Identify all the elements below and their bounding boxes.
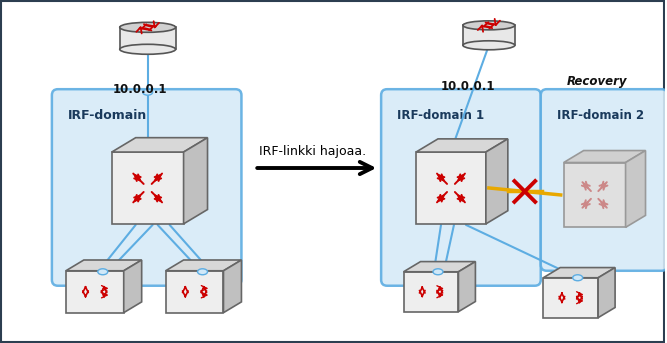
- FancyBboxPatch shape: [112, 152, 183, 224]
- FancyBboxPatch shape: [66, 271, 123, 313]
- FancyBboxPatch shape: [119, 27, 175, 49]
- Text: IRF-domain: IRF-domain: [68, 109, 147, 122]
- Polygon shape: [564, 151, 646, 163]
- Text: IRF-domain 1: IRF-domain 1: [397, 109, 484, 122]
- Polygon shape: [626, 151, 646, 227]
- Polygon shape: [598, 268, 615, 318]
- Polygon shape: [416, 139, 508, 152]
- Ellipse shape: [197, 269, 207, 275]
- Ellipse shape: [119, 44, 175, 54]
- Ellipse shape: [463, 41, 515, 50]
- Ellipse shape: [143, 89, 153, 95]
- Ellipse shape: [98, 269, 108, 275]
- Text: 10.0.0.1: 10.0.0.1: [441, 80, 496, 93]
- Polygon shape: [66, 260, 141, 271]
- Polygon shape: [112, 138, 207, 152]
- Ellipse shape: [463, 21, 515, 30]
- FancyBboxPatch shape: [541, 89, 667, 271]
- FancyBboxPatch shape: [564, 163, 626, 227]
- Polygon shape: [123, 260, 141, 313]
- Polygon shape: [543, 268, 615, 278]
- FancyBboxPatch shape: [165, 271, 223, 313]
- Text: 10.0.0.1: 10.0.0.1: [113, 83, 167, 96]
- Polygon shape: [165, 260, 241, 271]
- Text: IRF-domain 2: IRF-domain 2: [557, 109, 644, 122]
- Text: IRF-linkki hajoaa.: IRF-linkki hajoaa.: [259, 145, 367, 158]
- Text: Recovery: Recovery: [567, 75, 627, 88]
- FancyBboxPatch shape: [381, 89, 541, 286]
- FancyBboxPatch shape: [52, 89, 241, 286]
- FancyBboxPatch shape: [404, 272, 458, 312]
- FancyBboxPatch shape: [543, 278, 598, 318]
- Polygon shape: [183, 138, 207, 224]
- Polygon shape: [458, 262, 476, 312]
- FancyBboxPatch shape: [416, 152, 486, 224]
- FancyBboxPatch shape: [463, 25, 515, 45]
- Ellipse shape: [119, 22, 175, 32]
- Polygon shape: [223, 260, 241, 313]
- Ellipse shape: [433, 269, 443, 275]
- Ellipse shape: [573, 275, 583, 281]
- Polygon shape: [404, 262, 476, 272]
- Polygon shape: [486, 139, 508, 224]
